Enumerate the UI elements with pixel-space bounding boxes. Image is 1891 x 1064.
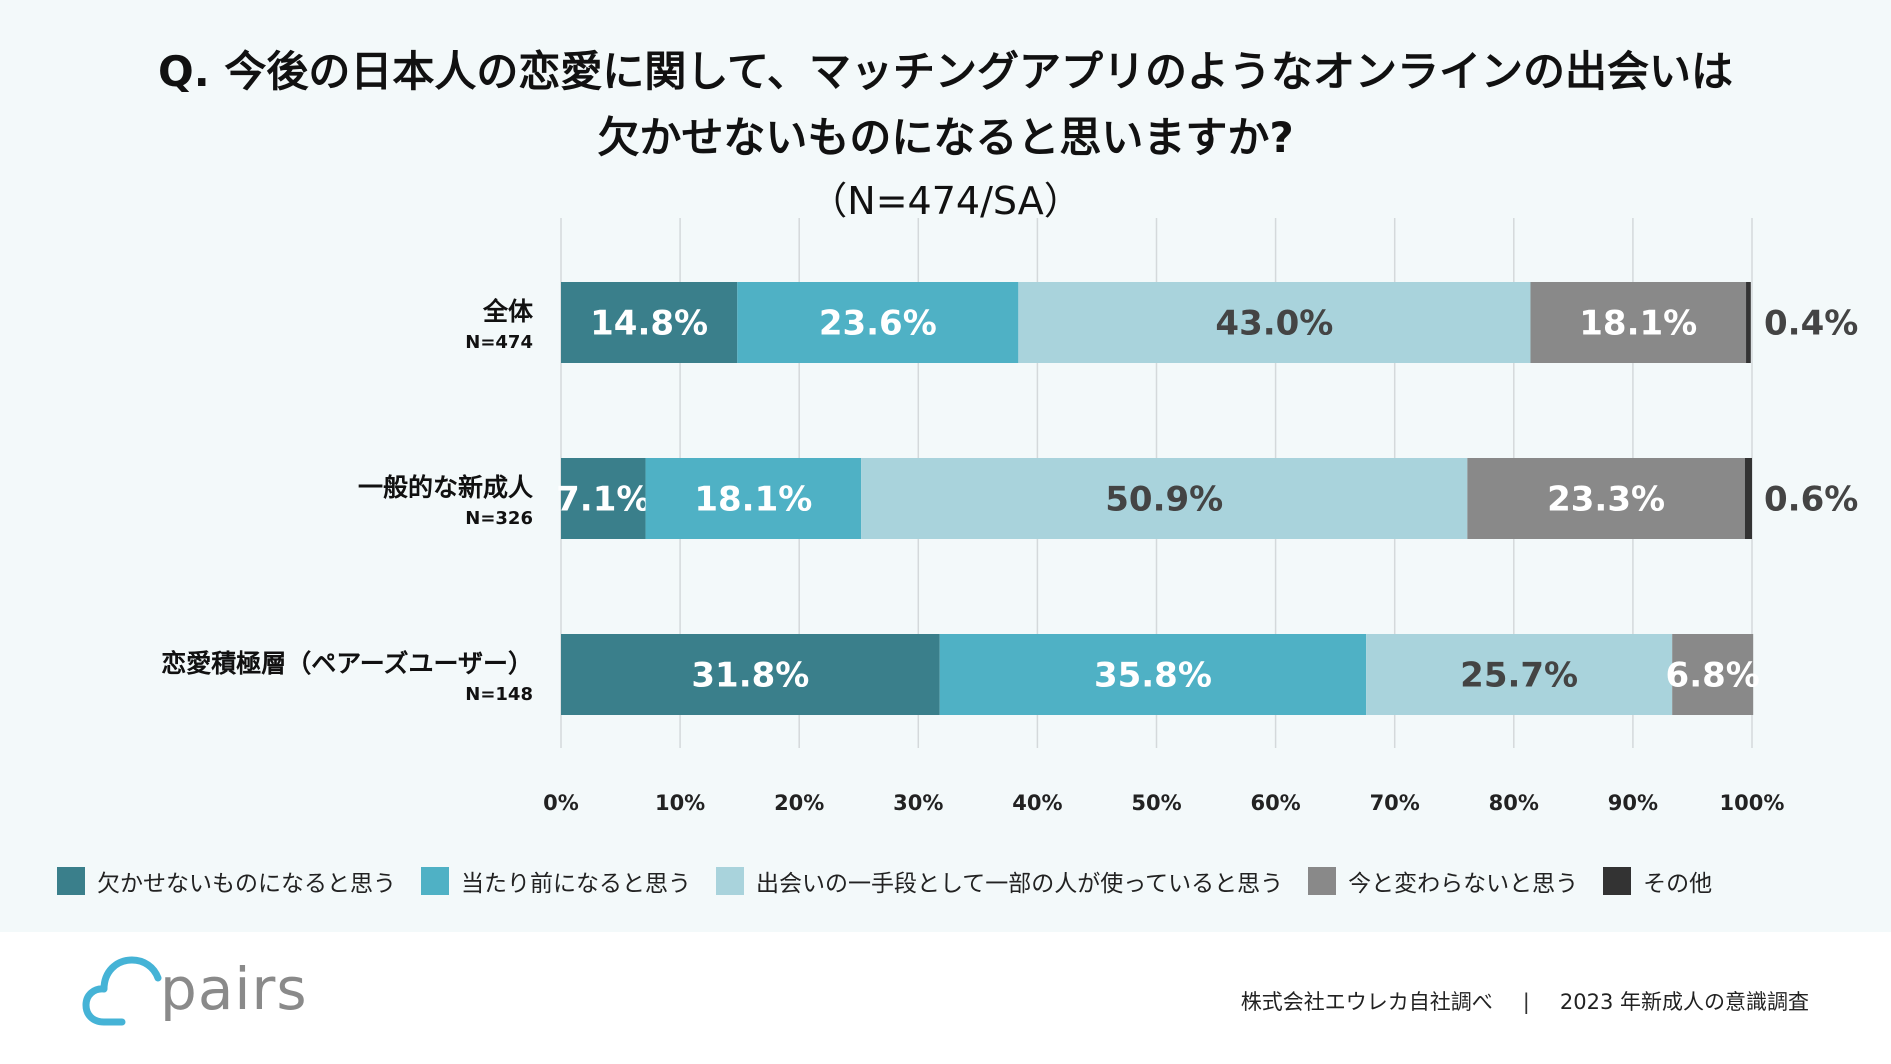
bar-segment: [1672, 634, 1754, 715]
bar-data-label: 6.8%: [1666, 656, 1760, 696]
chart-title-line1: Q. 今後の日本人の恋愛に関して、マッチングアプリのようなオンラインの出会いは: [158, 47, 1733, 96]
x-tick-label: 90%: [1608, 791, 1658, 815]
legend-label: 当たり前になると思う: [461, 871, 691, 897]
legend-label: その他: [1643, 871, 1713, 897]
bar-segment: [1467, 458, 1745, 539]
chart-legend: 欠かせないものになると思う 当たり前になると思う 出会いの一手段として一部の人が使っ…: [57, 864, 1737, 898]
legend-label: 今と変わらないと思う: [1348, 871, 1579, 897]
bar-segment: [561, 458, 646, 539]
bar-segment: [1746, 282, 1751, 363]
chart-title-line2: 欠かせないものになると思いますか?: [597, 113, 1294, 162]
x-tick-label: 0%: [543, 791, 579, 815]
legend-label: 出会いの一手段として一部の人が使っていると思う: [756, 871, 1284, 897]
legend-item: その他: [1603, 864, 1712, 898]
x-tick-label: 80%: [1489, 791, 1539, 815]
legend-swatch: [421, 867, 449, 895]
bar-data-label: 18.1%: [1579, 304, 1697, 344]
legend-swatch: [1308, 867, 1337, 895]
bar-segment: [1018, 282, 1531, 363]
legend-item: 出会いの一手段として一部の人が使っていると思う: [716, 864, 1283, 898]
bar-segment: [561, 282, 738, 363]
stacked-bar-chart: 0% 10% 20% 30% 40% 50% 60% 70% 80% 90% 100% 14.8% 23…: [543, 218, 1858, 815]
category-sample-size: N=148: [465, 684, 533, 705]
legend-item: 欠かせないものになると思う: [57, 864, 396, 898]
x-tick-label: 10%: [655, 791, 705, 815]
legend-swatch: [1603, 867, 1632, 895]
bar-data-label: 7.1%: [556, 480, 650, 520]
chart-subtitle: （N=474/SA）: [809, 179, 1082, 223]
category-label: 恋愛積極層（ペアーズユーザー） N=148: [161, 644, 533, 705]
bar-segment: [1744, 458, 1752, 539]
brand-wordmark: pairs: [160, 955, 308, 1023]
category-sample-size: N=474: [465, 332, 533, 353]
category-label: 一般的な新成人 N=326: [358, 468, 533, 529]
bar-segment: [561, 634, 940, 715]
bar-segment: [645, 458, 862, 539]
bar-data-label: 18.1%: [694, 480, 812, 520]
bar-data-label: 0.4%: [1764, 304, 1858, 344]
bar-segment: [861, 458, 1468, 539]
bar-segment: [1366, 634, 1673, 715]
legend-swatch: [57, 867, 85, 895]
bar-segment: [939, 634, 1367, 715]
bar-data-label: 0.6%: [1764, 480, 1858, 520]
x-tick-label: 100%: [1720, 791, 1785, 815]
x-tick-label: 30%: [893, 791, 943, 815]
legend-item: 今と変わらないと思う: [1308, 864, 1578, 898]
bar-segment: [1530, 282, 1747, 363]
category-label: 全体 N=474: [465, 292, 533, 353]
bar-data-label: 35.8%: [1094, 656, 1212, 696]
bar-data-label: 31.8%: [691, 656, 809, 696]
credit-source: 株式会社エウレカ自社調べ: [1240, 990, 1493, 1014]
bar-segment: [737, 282, 1019, 363]
legend-item: 当たり前になると思う: [421, 864, 691, 898]
category-name: 恋愛積極層（ペアーズユーザー）: [161, 649, 533, 678]
category-name: 一般的な新成人: [357, 473, 533, 502]
category-sample-size: N=326: [465, 508, 533, 529]
x-tick-label: 20%: [774, 791, 824, 815]
bar-data-label: 50.9%: [1105, 480, 1223, 520]
category-name: 全体: [482, 297, 533, 326]
cloud-icon: [82, 956, 162, 1026]
x-tick-label: 50%: [1131, 791, 1181, 815]
x-tick-label: 60%: [1250, 791, 1300, 815]
bar-data-label: 23.3%: [1547, 480, 1665, 520]
legend-swatch: [716, 867, 744, 895]
x-tick-label: 40%: [1012, 791, 1062, 815]
footer-credit: 株式会社エウレカ自社調べ | 2023 年新成人の意識調査: [1241, 986, 1809, 1016]
x-tick-label: 70%: [1370, 791, 1420, 815]
bar-data-label: 43.0%: [1215, 304, 1333, 344]
credit-separator: |: [1522, 990, 1530, 1014]
bar-data-label: 25.7%: [1460, 656, 1578, 696]
bar-data-label: 14.8%: [590, 304, 708, 344]
pairs-logo: pairs: [82, 950, 308, 1028]
legend-label: 欠かせないものになると思う: [97, 871, 396, 897]
credit-survey: 2023 年新成人の意識調査: [1559, 990, 1809, 1014]
bar-data-label: 23.6%: [819, 304, 937, 344]
